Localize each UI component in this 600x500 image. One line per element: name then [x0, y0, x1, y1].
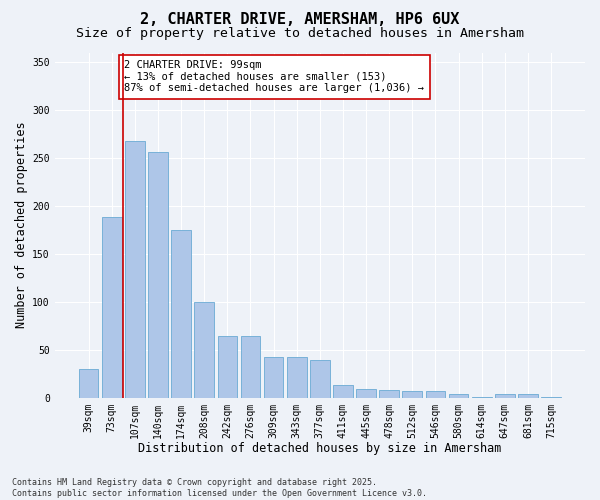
Bar [379, 390, 399, 398]
Bar [310, 360, 329, 398]
Bar [241, 336, 260, 398]
Bar [148, 152, 168, 398]
Text: 2, CHARTER DRIVE, AMERSHAM, HP6 6UX: 2, CHARTER DRIVE, AMERSHAM, HP6 6UX [140, 12, 460, 28]
Bar [356, 389, 376, 398]
Bar [518, 394, 538, 398]
X-axis label: Distribution of detached houses by size in Amersham: Distribution of detached houses by size … [138, 442, 502, 455]
Bar [333, 386, 353, 398]
Bar [425, 391, 445, 398]
Bar [403, 391, 422, 398]
Text: 2 CHARTER DRIVE: 99sqm
← 13% of detached houses are smaller (153)
87% of semi-de: 2 CHARTER DRIVE: 99sqm ← 13% of detached… [124, 60, 424, 94]
Bar [218, 336, 237, 398]
Bar [79, 369, 98, 398]
Bar [495, 394, 515, 398]
Bar [194, 302, 214, 398]
Bar [264, 358, 283, 398]
Bar [287, 358, 307, 398]
Bar [449, 394, 469, 398]
Text: Contains HM Land Registry data © Crown copyright and database right 2025.
Contai: Contains HM Land Registry data © Crown c… [12, 478, 427, 498]
Bar [171, 230, 191, 398]
Text: Size of property relative to detached houses in Amersham: Size of property relative to detached ho… [76, 28, 524, 40]
Y-axis label: Number of detached properties: Number of detached properties [15, 122, 28, 328]
Bar [102, 218, 122, 398]
Bar [541, 397, 561, 398]
Bar [125, 140, 145, 398]
Bar [472, 397, 491, 398]
